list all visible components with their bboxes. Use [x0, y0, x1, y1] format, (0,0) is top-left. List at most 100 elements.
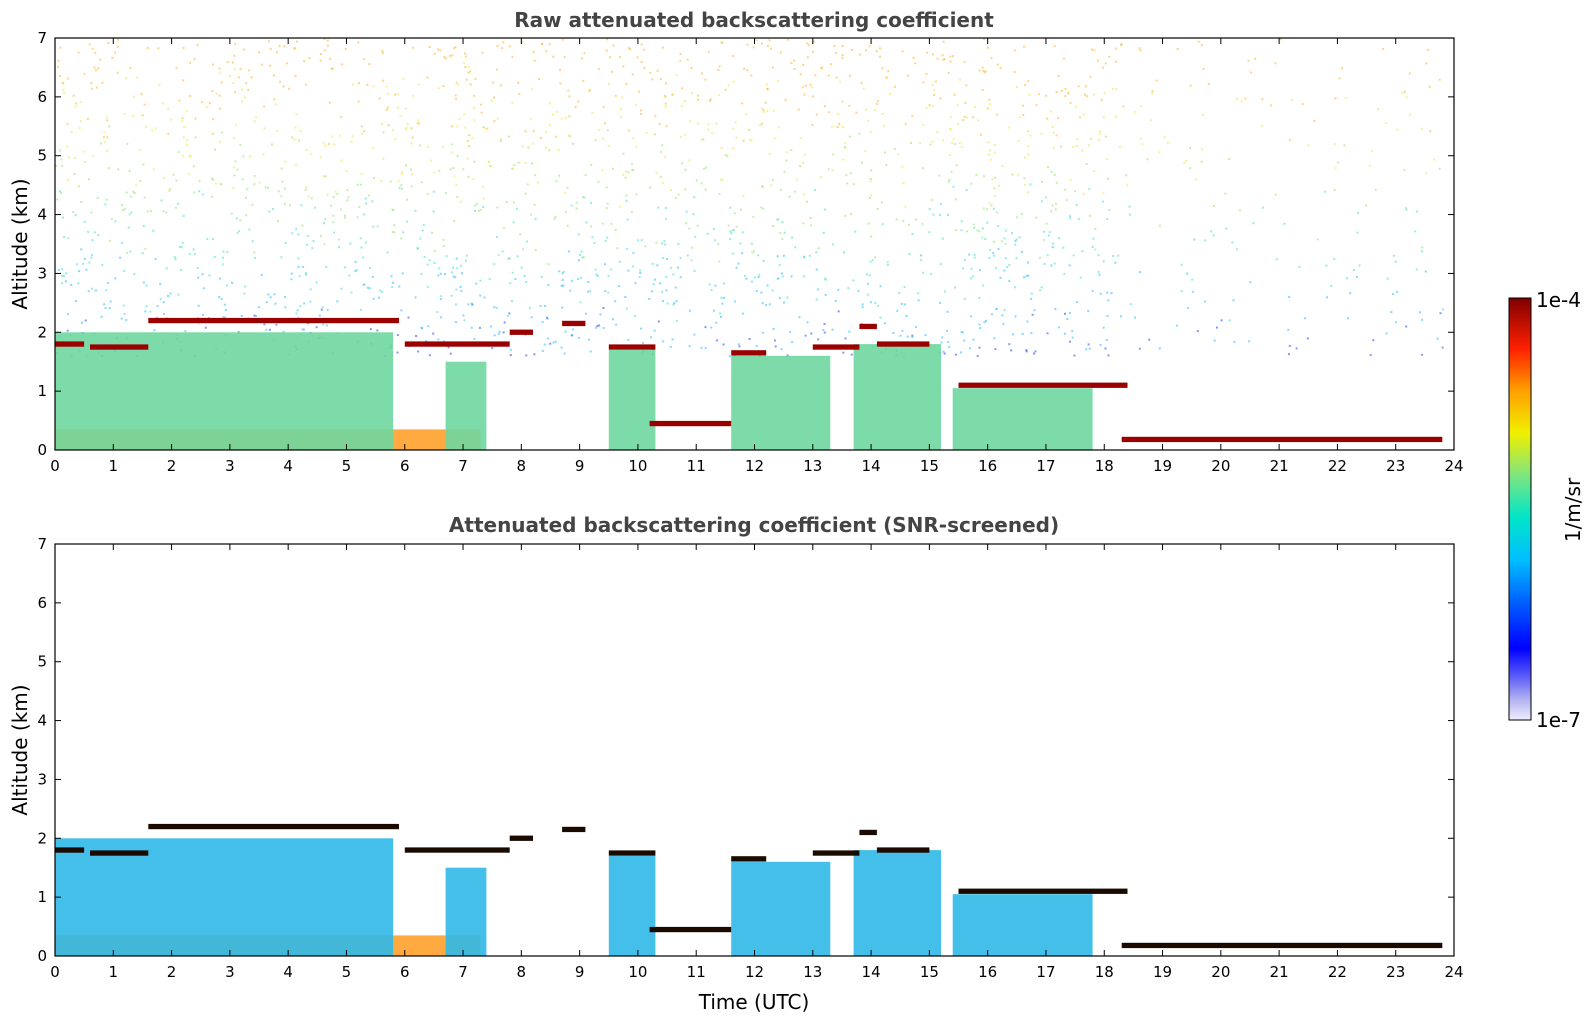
noise-point	[104, 307, 107, 310]
noise-point	[284, 306, 287, 309]
noise-point	[1094, 248, 1097, 251]
noise-point	[243, 48, 246, 51]
noise-point	[1249, 281, 1252, 284]
noise-point	[101, 264, 104, 267]
noise-point	[661, 144, 664, 147]
noise-point	[971, 116, 974, 119]
x-tick-label: 12	[745, 457, 764, 475]
noise-point	[454, 46, 457, 49]
noise-point	[1088, 347, 1091, 350]
noise-point	[178, 245, 181, 248]
noise-point	[575, 207, 578, 210]
noise-point	[663, 240, 666, 243]
noise-point	[547, 284, 550, 287]
noise-point	[666, 258, 668, 260]
noise-point	[568, 95, 571, 98]
noise-point	[110, 218, 113, 221]
noise-point	[323, 38, 326, 41]
noise-point	[1213, 339, 1216, 342]
noise-point	[634, 282, 637, 285]
noise-point	[371, 200, 374, 203]
noise-point	[1069, 178, 1072, 181]
noise-point	[498, 330, 501, 333]
noise-point	[956, 103, 959, 106]
noise-point	[493, 306, 496, 309]
noise-point	[865, 49, 867, 52]
noise-point	[258, 51, 260, 54]
noise-point	[499, 84, 502, 87]
x-tick-label: 8	[517, 963, 527, 981]
noise-point	[334, 190, 337, 193]
noise-point	[975, 173, 978, 176]
noise-point	[373, 177, 375, 180]
noise-point	[999, 276, 1002, 279]
noise-point	[766, 88, 769, 91]
noise-point	[114, 277, 117, 280]
noise-point	[456, 267, 459, 270]
noise-point	[1115, 88, 1118, 91]
noise-point	[561, 279, 564, 281]
noise-point	[881, 113, 884, 115]
noise-point	[957, 123, 960, 126]
noise-point	[483, 127, 486, 130]
noise-point	[954, 353, 957, 356]
noise-point	[1427, 48, 1430, 51]
noise-point	[1151, 90, 1154, 93]
noise-point	[378, 97, 381, 100]
noise-point	[530, 316, 533, 319]
noise-point	[771, 178, 774, 181]
noise-point	[1141, 143, 1144, 146]
noise-point	[601, 169, 604, 172]
noise-point	[604, 122, 607, 125]
noise-point	[90, 211, 93, 214]
noise-point	[732, 229, 734, 232]
noise-point	[993, 151, 996, 154]
noise-point	[531, 162, 533, 165]
noise-point	[732, 252, 735, 255]
noise-point	[258, 181, 261, 184]
noise-point	[729, 230, 732, 233]
noise-point	[404, 107, 407, 110]
noise-point	[402, 77, 405, 80]
noise-point	[497, 332, 500, 335]
noise-point	[356, 216, 359, 219]
noise-point	[90, 82, 93, 85]
noise-point	[893, 85, 896, 88]
noise-point	[1349, 292, 1352, 295]
noise-point	[476, 202, 479, 205]
x-tick-label: 7	[458, 963, 468, 981]
noise-point	[253, 251, 256, 254]
noise-point	[276, 130, 279, 133]
noise-point	[629, 48, 632, 51]
noise-point	[214, 148, 216, 151]
noise-point	[481, 51, 484, 54]
noise-point	[253, 183, 256, 186]
x-tick-label: 14	[862, 457, 881, 475]
noise-point	[765, 83, 768, 86]
noise-point	[1051, 125, 1054, 128]
noise-point	[1337, 161, 1340, 164]
noise-point	[617, 285, 620, 288]
noise-point	[734, 121, 737, 124]
x-tick-label: 2	[167, 457, 177, 475]
noise-point	[339, 208, 342, 211]
noise-point	[961, 331, 964, 334]
noise-point	[523, 275, 526, 277]
noise-point	[1202, 113, 1205, 116]
noise-point	[219, 140, 222, 143]
noise-point	[88, 178, 90, 181]
noise-point	[723, 296, 726, 299]
noise-point	[607, 275, 610, 278]
noise-point	[237, 331, 240, 334]
noise-point	[1031, 313, 1034, 316]
noise-point	[1333, 143, 1336, 146]
noise-point	[444, 57, 447, 60]
noise-point	[445, 255, 448, 258]
noise-point	[410, 185, 413, 188]
noise-point	[1117, 254, 1120, 257]
noise-point	[536, 181, 539, 184]
noise-point	[977, 119, 980, 122]
noise-point	[841, 54, 844, 57]
noise-point	[626, 218, 629, 221]
